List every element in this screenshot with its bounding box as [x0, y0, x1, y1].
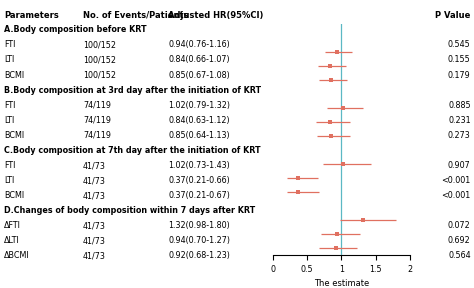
Text: 74/119: 74/119 [83, 116, 111, 125]
Text: FTI: FTI [4, 101, 15, 110]
Text: 0.85(0.67-1.08): 0.85(0.67-1.08) [168, 71, 230, 79]
Text: 0.92(0.68-1.23): 0.92(0.68-1.23) [168, 251, 230, 260]
Text: 0.885: 0.885 [448, 101, 471, 110]
Text: D.Changes of body composition within 7 days after KRT: D.Changes of body composition within 7 d… [4, 206, 255, 215]
Text: BCMI: BCMI [4, 131, 24, 140]
Text: 1.32(0.98-1.80): 1.32(0.98-1.80) [168, 221, 230, 230]
Text: 41/73: 41/73 [83, 221, 106, 230]
Text: P Value: P Value [435, 11, 471, 20]
Text: No. of Events/Patients: No. of Events/Patients [83, 11, 189, 20]
Text: LTI: LTI [4, 56, 14, 65]
Text: 0.179: 0.179 [448, 71, 471, 79]
Text: 74/119: 74/119 [83, 101, 111, 110]
Text: Parameters: Parameters [4, 11, 59, 20]
Text: 0.545: 0.545 [448, 40, 471, 50]
Text: FTI: FTI [4, 161, 15, 170]
Text: 41/73: 41/73 [83, 161, 106, 170]
Text: A.Body composition before KRT: A.Body composition before KRT [4, 25, 146, 34]
Text: 100/152: 100/152 [83, 71, 116, 79]
Text: 100/152: 100/152 [83, 56, 116, 65]
Text: 41/73: 41/73 [83, 236, 106, 245]
Text: LTI: LTI [4, 116, 14, 125]
Text: 0.155: 0.155 [448, 56, 471, 65]
Text: 0.84(0.66-1.07): 0.84(0.66-1.07) [168, 56, 230, 65]
Text: FTI: FTI [4, 40, 15, 50]
Text: 0.907: 0.907 [448, 161, 471, 170]
Text: C.Body composition at 7th day after the initiation of KRT: C.Body composition at 7th day after the … [4, 146, 260, 155]
Text: <0.001: <0.001 [441, 176, 471, 185]
Text: 0.37(0.21-0.66): 0.37(0.21-0.66) [168, 176, 230, 185]
Text: 100/152: 100/152 [83, 40, 116, 50]
Text: 0.564: 0.564 [448, 251, 471, 260]
Text: B.Body composition at 3rd day after the initiation of KRT: B.Body composition at 3rd day after the … [4, 86, 261, 95]
Text: 0.692: 0.692 [448, 236, 471, 245]
Text: ΔLTI: ΔLTI [4, 236, 19, 245]
Text: LTI: LTI [4, 176, 14, 185]
Text: 0.273: 0.273 [448, 131, 471, 140]
Text: ΔFTI: ΔFTI [4, 221, 21, 230]
Text: 0.94(0.70-1.27): 0.94(0.70-1.27) [168, 236, 230, 245]
Text: 74/119: 74/119 [83, 131, 111, 140]
Text: 1.02(0.73-1.43): 1.02(0.73-1.43) [168, 161, 230, 170]
Text: ΔBCMI: ΔBCMI [4, 251, 29, 260]
X-axis label: The estimate: The estimate [314, 279, 369, 288]
Text: 0.37(0.21-0.67): 0.37(0.21-0.67) [168, 191, 230, 200]
Text: Adjusted HR(95%CI): Adjusted HR(95%CI) [168, 11, 264, 20]
Text: 0.84(0.63-1.12): 0.84(0.63-1.12) [168, 116, 230, 125]
Text: 0.072: 0.072 [448, 221, 471, 230]
Text: 41/73: 41/73 [83, 191, 106, 200]
Text: BCMI: BCMI [4, 71, 24, 79]
Text: 0.94(0.76-1.16): 0.94(0.76-1.16) [168, 40, 230, 50]
Text: 1.02(0.79-1.32): 1.02(0.79-1.32) [168, 101, 230, 110]
Text: <0.001: <0.001 [441, 191, 471, 200]
Text: 41/73: 41/73 [83, 176, 106, 185]
Text: 0.85(0.64-1.13): 0.85(0.64-1.13) [168, 131, 230, 140]
Text: 0.231: 0.231 [448, 116, 471, 125]
Text: BCMI: BCMI [4, 191, 24, 200]
Text: 41/73: 41/73 [83, 251, 106, 260]
